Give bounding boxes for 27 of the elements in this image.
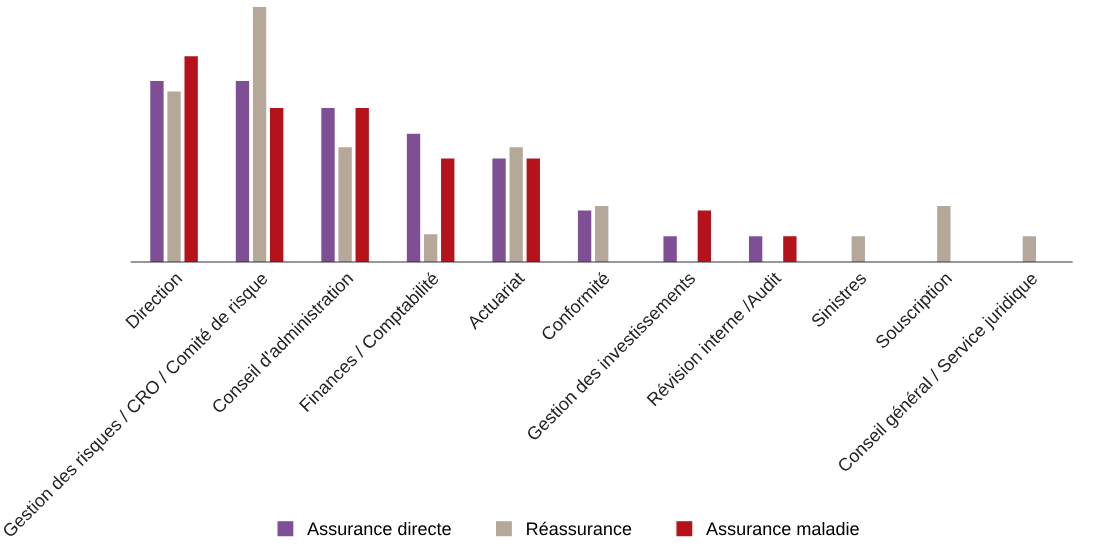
bar xyxy=(851,236,865,262)
legend-label: Assurance maladie xyxy=(706,521,859,536)
bar xyxy=(406,133,421,262)
bar xyxy=(355,108,369,262)
bar xyxy=(595,206,609,262)
bar xyxy=(338,147,352,262)
bar xyxy=(937,206,951,262)
legend-label: Réassurance xyxy=(527,521,632,536)
bar xyxy=(526,158,540,262)
bar xyxy=(321,108,335,262)
bar xyxy=(1022,236,1037,262)
bar xyxy=(509,147,523,262)
bar xyxy=(577,210,592,262)
bar xyxy=(167,91,181,262)
bar xyxy=(252,6,267,262)
bar xyxy=(235,80,250,262)
bar xyxy=(492,158,506,262)
bar xyxy=(748,236,763,262)
bar xyxy=(270,108,284,262)
bar xyxy=(441,158,455,262)
bar xyxy=(783,236,797,262)
bar xyxy=(697,210,712,262)
bar xyxy=(423,234,438,262)
legend-label: Assurance directe xyxy=(307,521,451,536)
bar xyxy=(150,80,164,262)
bar xyxy=(184,56,198,262)
bar xyxy=(663,236,677,262)
